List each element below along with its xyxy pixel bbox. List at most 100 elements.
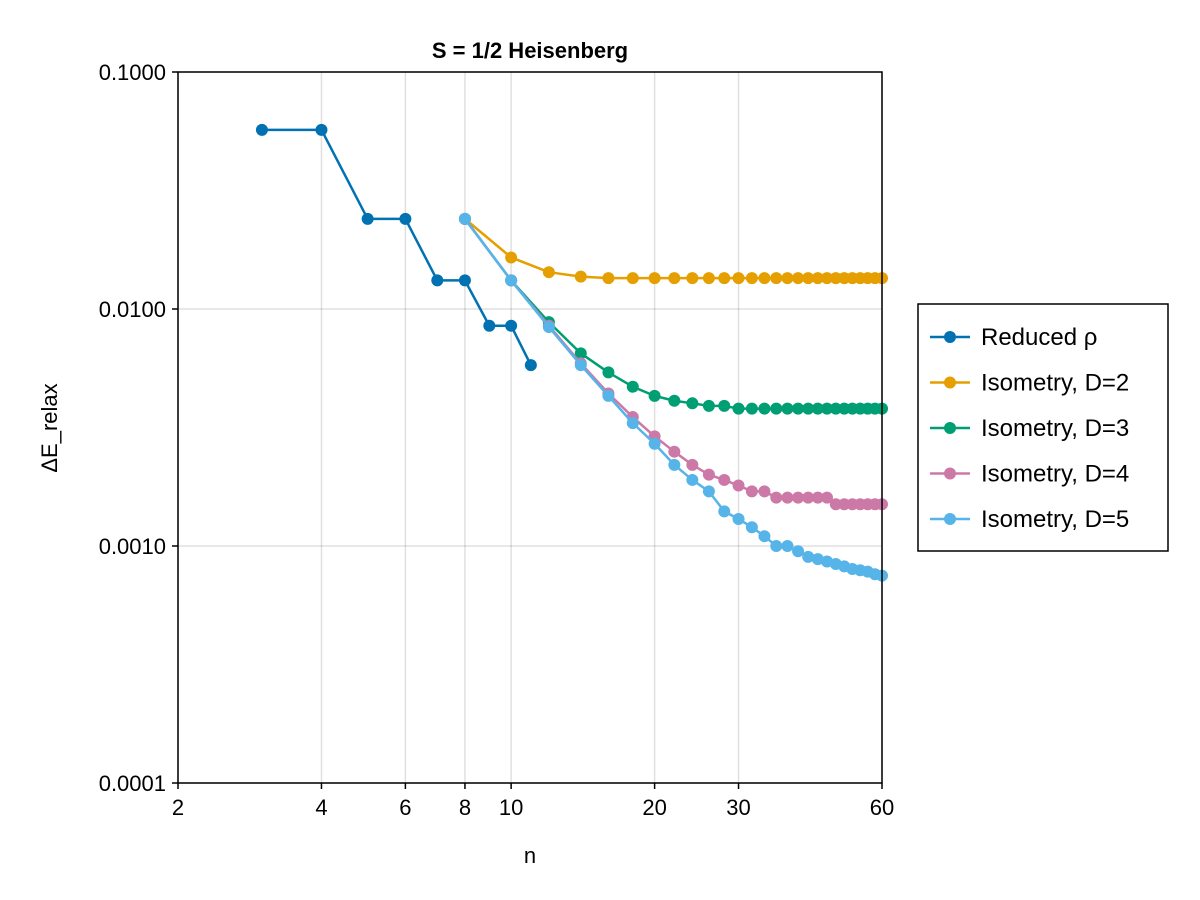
data-point [745,402,758,415]
data-point [770,491,783,504]
legend-swatch-marker [944,422,956,434]
data-point [732,402,745,415]
data-point [626,272,639,285]
legend-label: Isometry, D=3 [981,415,1129,442]
x-tick-label: 30 [726,795,750,820]
data-point [829,402,842,415]
data-point [668,445,681,458]
data-point [802,402,815,415]
data-point [702,272,715,285]
legend-item: Isometry, D=4 [930,461,1129,488]
data-point [781,540,794,552]
data-point [602,366,615,379]
y-tick-label: 0.1000 [99,60,166,85]
data-point [668,394,681,407]
data-point [758,485,771,498]
legend-item: Isometry, D=5 [930,506,1129,533]
data-point [431,274,444,287]
legend-label: Reduced ρ [981,324,1097,351]
legend-item: Reduced ρ [930,324,1097,351]
data-point [686,458,699,471]
data-point [792,545,805,558]
data-point [811,553,824,566]
data-point [542,266,555,279]
series-layer [255,123,888,582]
legend-swatch-marker [944,513,956,525]
data-point [626,417,639,430]
data-point [811,491,824,504]
data-point [602,272,615,285]
legend: Reduced ρ Isometry, D=2 Isometry, D=3 Isome… [917,303,1169,552]
data-point [648,389,661,402]
data-point [745,521,758,534]
data-point [718,272,731,285]
data-point [255,123,268,136]
data-point [574,270,587,283]
data-point [811,272,824,285]
data-point [505,251,518,264]
ticks: 2 4 6 8 10 20 30 60 0.0001 0.0010 0.0100 0.1000 [99,60,895,820]
data-point [399,212,412,225]
data-point [483,319,496,332]
data-point [718,399,731,412]
data-point [792,272,805,285]
data-point [802,272,815,285]
x-tick-label: 10 [499,795,523,820]
y-tick-label: 0.0100 [99,297,166,322]
data-point [770,402,783,415]
data-point [745,272,758,285]
data-point [702,468,715,481]
data-point [702,485,715,498]
y-axis-label: ΔE_relax [37,383,62,472]
x-tick-label: 6 [399,795,411,820]
data-point [686,473,699,486]
data-point [792,491,805,504]
x-tick-label: 2 [172,795,184,820]
data-point [505,274,518,287]
data-point [770,540,783,552]
legend-label: Isometry, D=2 [981,370,1129,397]
data-point [602,389,615,402]
data-point [781,272,794,285]
data-point [315,123,328,136]
data-point [745,485,758,498]
data-point [732,513,745,525]
data-point [758,530,771,543]
series-2 [458,212,888,415]
data-point [821,491,833,504]
series-3 [458,212,888,511]
data-point [829,272,842,285]
series-1 [458,212,888,285]
data-point [758,272,771,285]
x-tick-label: 8 [459,795,471,820]
chart-title: S = 1/2 Heisenberg [432,38,628,63]
data-point [626,380,639,393]
data-point [361,212,374,225]
data-point [702,399,715,412]
data-point [781,491,794,504]
data-point [542,320,555,333]
data-point [524,359,537,372]
data-point [458,212,471,225]
data-point [732,479,745,492]
x-tick-label: 20 [642,795,666,820]
data-point [821,402,833,415]
data-point [758,402,771,415]
data-point [668,458,681,471]
series-0 [255,123,537,372]
x-tick-label: 4 [315,795,327,820]
data-point [648,272,661,285]
plot-frame [177,71,883,784]
data-point [686,272,699,285]
data-point [458,274,471,287]
x-tick-label: 60 [870,795,894,820]
data-point [648,437,661,450]
data-point [802,491,815,504]
legend-item: Isometry, D=3 [930,415,1129,442]
y-tick-label: 0.0001 [99,771,166,796]
data-point [505,319,518,332]
data-point [718,473,731,486]
legend-swatch-marker [944,331,956,343]
